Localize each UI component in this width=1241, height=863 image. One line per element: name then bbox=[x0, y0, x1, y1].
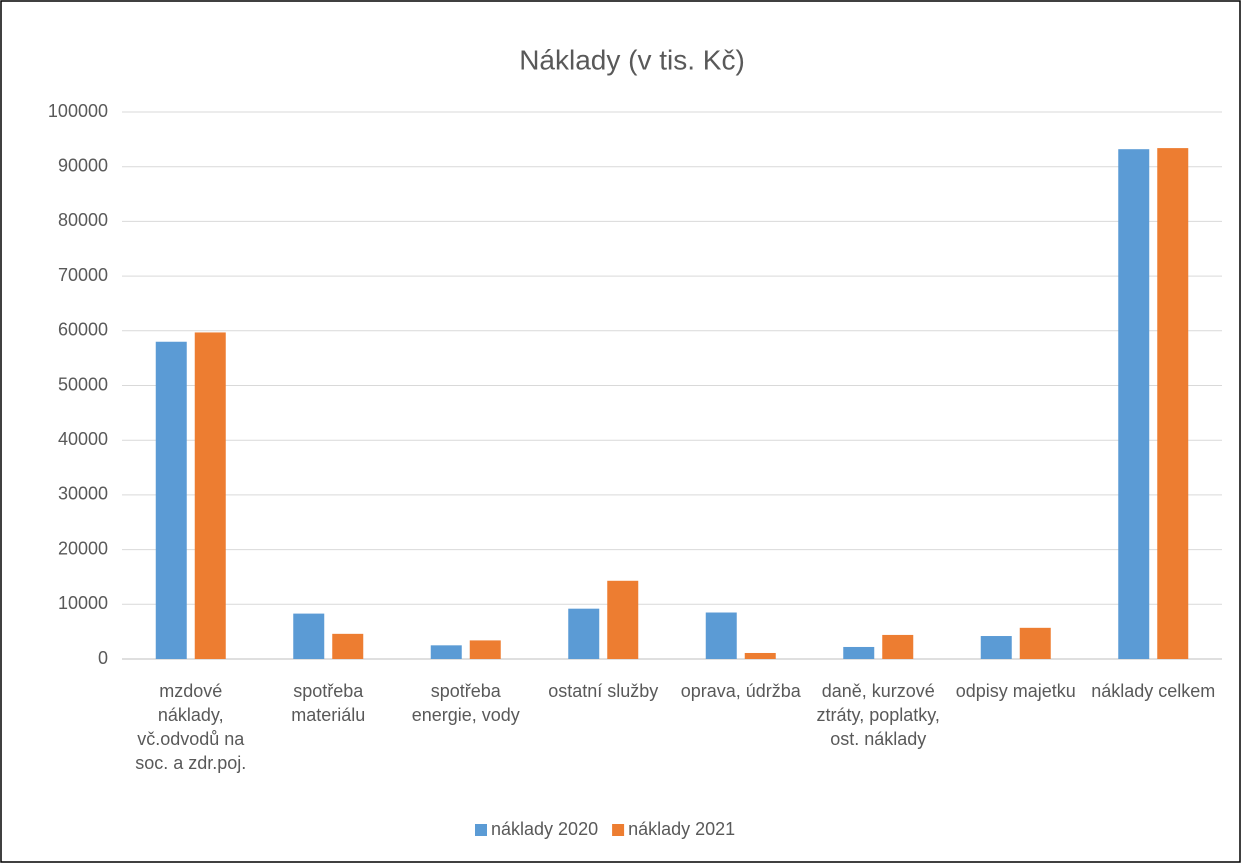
bar bbox=[1157, 148, 1189, 660]
y-tick-label: 90000 bbox=[58, 155, 108, 175]
x-tick-label: odpisy majetku bbox=[955, 681, 1076, 701]
y-tick-label: 60000 bbox=[58, 320, 108, 340]
bar bbox=[607, 580, 639, 659]
x-tick-label: ostatní služby bbox=[548, 681, 659, 701]
y-tick-label: 30000 bbox=[58, 484, 108, 504]
y-tick-label: 40000 bbox=[58, 429, 108, 449]
bar bbox=[430, 645, 462, 659]
bar bbox=[155, 341, 187, 659]
x-tick-label: daně, kurzové ztráty, poplatky, ost. nák… bbox=[816, 681, 940, 749]
x-tick-label: mzdové náklady, vč.odvodů na soc. a zdr.… bbox=[135, 681, 247, 773]
legend-swatch bbox=[475, 824, 487, 836]
bar bbox=[293, 613, 325, 659]
bar bbox=[882, 634, 914, 659]
x-tick-label: oprava, údržba bbox=[680, 681, 801, 701]
y-tick-label: 10000 bbox=[58, 593, 108, 613]
bar bbox=[1019, 627, 1051, 659]
bar bbox=[980, 636, 1012, 659]
bar bbox=[568, 608, 600, 659]
x-tick-label: spotřeba materiálu bbox=[291, 681, 366, 725]
bar bbox=[1118, 149, 1150, 660]
y-tick-label: 100000 bbox=[48, 101, 108, 121]
legend-swatch bbox=[612, 824, 625, 836]
bar bbox=[194, 332, 226, 659]
legend-label: náklady 2020 bbox=[491, 819, 598, 839]
bar bbox=[744, 652, 776, 659]
y-tick-label: 0 bbox=[98, 648, 108, 668]
bar bbox=[843, 646, 875, 659]
y-tick-label: 50000 bbox=[58, 374, 108, 394]
bar bbox=[469, 640, 501, 659]
x-tick-label: náklady celkem bbox=[1091, 681, 1216, 701]
chart-title: Náklady (v tis. Kč) bbox=[519, 44, 745, 75]
bar bbox=[705, 612, 737, 659]
x-tick-label: spotřeba energie, vody bbox=[411, 681, 520, 725]
y-tick-label: 70000 bbox=[58, 265, 108, 285]
legend-label: náklady 2021 bbox=[628, 819, 735, 839]
bar bbox=[332, 633, 364, 659]
y-tick-label: 80000 bbox=[58, 210, 108, 230]
y-tick-label: 20000 bbox=[58, 538, 108, 558]
